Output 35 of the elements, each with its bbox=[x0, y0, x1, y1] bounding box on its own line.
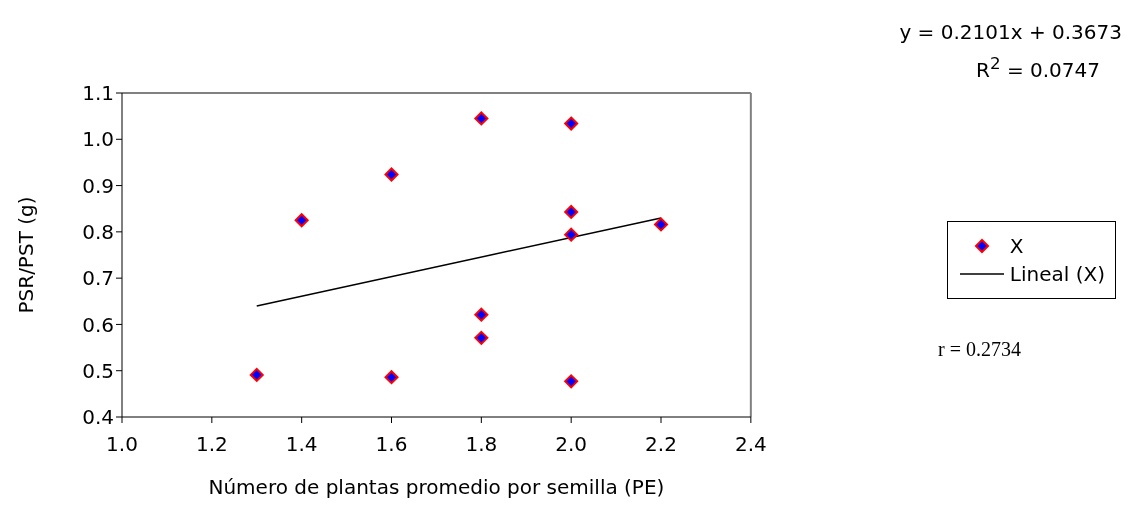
x-tick-label: 1.8 bbox=[465, 432, 498, 457]
x-tick-label: 1.4 bbox=[285, 432, 318, 457]
x-tick-label: 2.0 bbox=[555, 432, 588, 457]
y-axis-title: PSR/PST (g) bbox=[14, 196, 39, 314]
y-tick-label: 0.6 bbox=[82, 312, 114, 337]
y-tick-label: 0.7 bbox=[82, 266, 114, 291]
y-tick-label: 0.8 bbox=[82, 219, 114, 244]
point bbox=[384, 370, 399, 385]
point bbox=[564, 227, 579, 242]
point bbox=[654, 217, 669, 232]
y-tick-label: 0.5 bbox=[82, 358, 114, 383]
x-tick-label: 2.2 bbox=[645, 432, 677, 457]
y-tick-label: 0.4 bbox=[82, 405, 114, 430]
x-tick-label: 1.6 bbox=[375, 432, 408, 457]
point bbox=[474, 330, 489, 345]
legend-label: Lineal (X) bbox=[1009, 262, 1105, 286]
point bbox=[384, 167, 399, 182]
text: y = 0.2101x + 0.3673 bbox=[899, 20, 1122, 44]
x-tick-label: 2.4 bbox=[734, 432, 767, 457]
y-tick-label: 1.0 bbox=[82, 127, 114, 152]
text: r = 0.2734 bbox=[938, 338, 1021, 361]
point bbox=[474, 307, 489, 322]
point bbox=[564, 374, 579, 389]
x-tick-label: 1.2 bbox=[195, 432, 228, 457]
x-axis-title: Número de plantas promedio por semilla (PE) bbox=[208, 475, 665, 499]
x-tick-label: 1.0 bbox=[106, 432, 138, 457]
y-tick-label: 0.9 bbox=[82, 173, 114, 198]
point bbox=[474, 111, 489, 126]
point bbox=[249, 367, 264, 382]
point bbox=[564, 116, 579, 131]
point bbox=[564, 204, 579, 219]
text: R$^{2}$ = 0.0747 bbox=[976, 54, 1100, 82]
y-tick-label: 1.1 bbox=[82, 81, 114, 106]
legend-label: X bbox=[1009, 234, 1024, 258]
point bbox=[294, 213, 309, 228]
